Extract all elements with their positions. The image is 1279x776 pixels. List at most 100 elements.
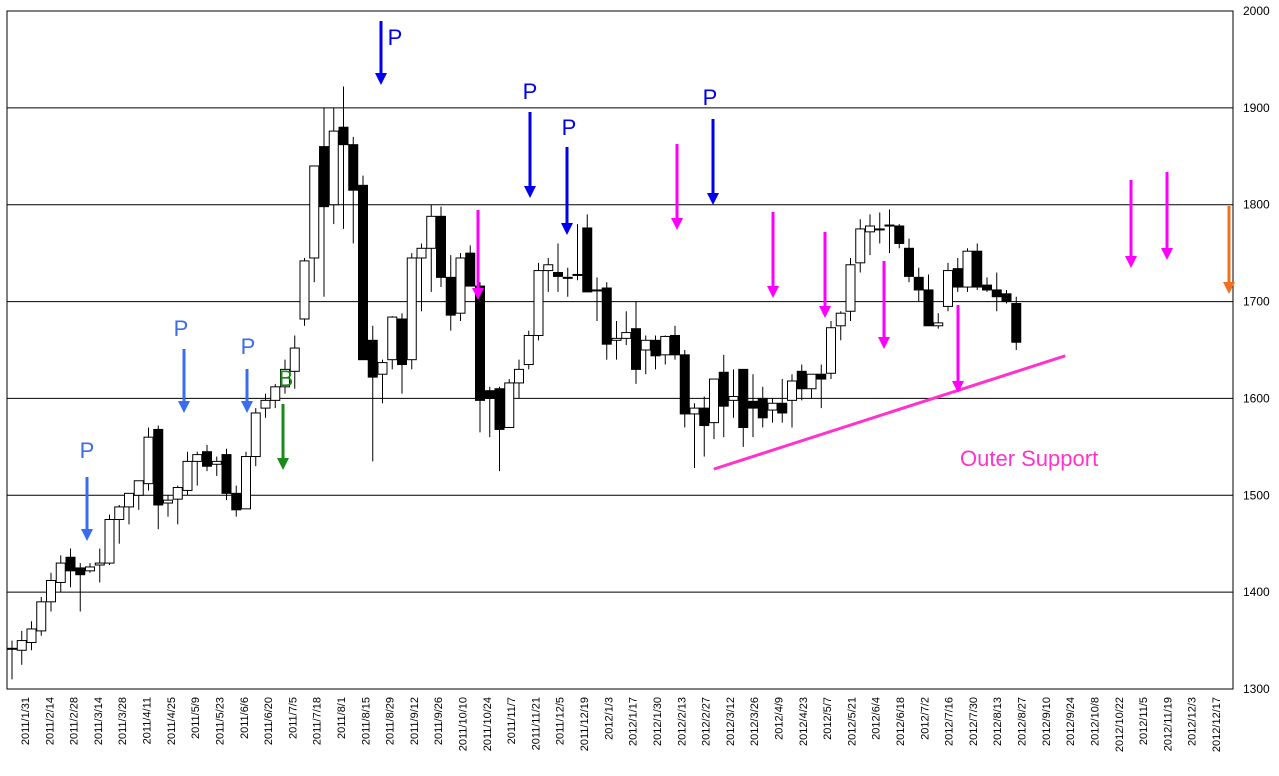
candle bbox=[445, 255, 456, 331]
arrow-signal bbox=[767, 212, 779, 298]
x-tick-label: 2011/11/7 bbox=[506, 697, 518, 744]
candle bbox=[884, 209, 895, 254]
x-tick-label: 2011/6/20 bbox=[263, 697, 275, 745]
x-tick-label: 2012/9/10 bbox=[1041, 697, 1053, 746]
x-tick-label: 2011/5/23 bbox=[214, 697, 226, 745]
arrow-head bbox=[561, 223, 573, 235]
x-tick-label: 2011/9/12 bbox=[409, 697, 421, 745]
candle-body-up bbox=[406, 257, 417, 361]
x-tick-label: 2011/2/28 bbox=[69, 697, 81, 745]
candle bbox=[757, 386, 768, 428]
candle bbox=[172, 485, 183, 525]
candle bbox=[260, 393, 271, 418]
candle-body-down bbox=[601, 287, 612, 345]
arrow-signal bbox=[819, 232, 831, 318]
candle bbox=[36, 596, 47, 636]
x-tick-label: 2011/5/9 bbox=[190, 697, 202, 739]
x-tick-label: 2012/7/2 bbox=[919, 697, 931, 740]
y-tick-label: 1300 bbox=[1243, 682, 1270, 696]
candle-body-up bbox=[426, 215, 437, 249]
x-tick-label: 2011/4/11 bbox=[142, 697, 154, 744]
x-tick-label: 2012/12/17 bbox=[1211, 697, 1223, 752]
x-tick-label: 2012/1/17 bbox=[628, 697, 640, 746]
candle bbox=[153, 425, 164, 530]
candle-body-up bbox=[865, 225, 875, 233]
candle-body-up bbox=[377, 362, 388, 375]
arrow-head bbox=[952, 381, 964, 393]
candle bbox=[631, 301, 641, 384]
candle bbox=[182, 451, 193, 496]
candle bbox=[455, 253, 466, 321]
candles bbox=[7, 86, 1022, 680]
candle bbox=[777, 379, 788, 423]
x-tick-label: 2012/7/30 bbox=[968, 697, 980, 746]
arrow-head bbox=[819, 306, 831, 318]
candle bbox=[787, 374, 797, 428]
arrow-p: B bbox=[277, 366, 293, 470]
x-tick-label: 2011/12/5 bbox=[555, 697, 567, 745]
candle bbox=[660, 335, 671, 365]
candle bbox=[163, 495, 173, 517]
arrow-signal bbox=[472, 210, 484, 300]
candle bbox=[133, 480, 144, 510]
candle bbox=[114, 504, 125, 544]
candle bbox=[7, 640, 17, 680]
candle bbox=[913, 267, 924, 302]
arrow-head bbox=[707, 193, 719, 205]
arrow-signal bbox=[878, 261, 890, 349]
candle-body-up bbox=[933, 322, 944, 327]
candle-body-up bbox=[767, 402, 778, 411]
x-tick-label: 2011/3/14 bbox=[93, 697, 105, 745]
candle-body-up bbox=[806, 373, 817, 390]
arrow-head bbox=[767, 286, 779, 298]
candle bbox=[611, 320, 622, 360]
candle-body-down bbox=[562, 276, 573, 279]
candle-body-down bbox=[748, 400, 758, 409]
candle-body-down bbox=[894, 225, 905, 244]
candle bbox=[826, 320, 836, 380]
x-tick-label: 2012/8/27 bbox=[1017, 697, 1029, 746]
candle bbox=[982, 277, 992, 292]
candle bbox=[358, 175, 368, 361]
candle-body-up bbox=[728, 395, 739, 401]
candle-body-down bbox=[153, 428, 164, 506]
candle-body-down bbox=[1001, 293, 1012, 303]
gridlines bbox=[7, 107, 1233, 593]
candle bbox=[16, 630, 27, 665]
candle-body-up bbox=[280, 368, 290, 388]
arrow-p: P bbox=[375, 21, 402, 85]
candle-body-down bbox=[1011, 303, 1022, 343]
candle bbox=[75, 563, 86, 612]
candle-body-down bbox=[484, 390, 495, 399]
arrow-head bbox=[375, 73, 387, 85]
candle-body-down bbox=[338, 126, 349, 146]
candle-body-up bbox=[260, 399, 271, 409]
candle-body-up bbox=[289, 347, 300, 372]
candle bbox=[348, 136, 359, 244]
candle bbox=[679, 350, 690, 428]
candle bbox=[806, 373, 817, 399]
x-tick-label: 2012/8/13 bbox=[992, 697, 1004, 746]
candle bbox=[319, 107, 329, 297]
arrow-p: P bbox=[174, 316, 190, 413]
x-tick-label: 2011/4/25 bbox=[166, 697, 178, 745]
arrow-p: P bbox=[703, 85, 719, 205]
candle bbox=[592, 277, 602, 321]
candle bbox=[514, 359, 524, 399]
x-tick-label: 2012/1/3 bbox=[603, 697, 615, 740]
candle-body-up bbox=[835, 312, 846, 327]
candle-body-up bbox=[26, 628, 37, 644]
candle-body-up bbox=[299, 260, 310, 320]
candle-body-down bbox=[582, 227, 593, 293]
candle-body-up bbox=[270, 386, 281, 401]
x-tick-label: 2012/7/16 bbox=[944, 697, 956, 746]
arrow-signal bbox=[671, 144, 683, 230]
candle bbox=[533, 262, 544, 341]
candle bbox=[738, 368, 749, 447]
candle bbox=[397, 313, 407, 394]
x-tick-label: 2011/8/29 bbox=[385, 697, 397, 745]
candle bbox=[406, 253, 417, 370]
arrow-head bbox=[671, 218, 683, 230]
candle bbox=[94, 548, 105, 583]
